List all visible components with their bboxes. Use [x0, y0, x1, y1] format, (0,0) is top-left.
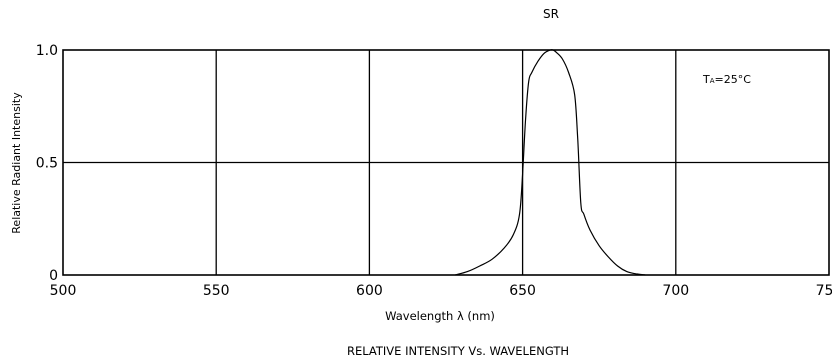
x-axis-label: Wavelength λ (nm) [385, 309, 495, 323]
series-line [455, 49, 646, 276]
chart-title: SR [543, 7, 559, 21]
x-tick-label: 600 [356, 283, 383, 299]
annotation-sub: A [710, 77, 715, 85]
x-tick-label: 750 [816, 283, 832, 299]
x-tick-labels: 500 550 600 650 700 750 [50, 283, 832, 299]
y-tick-label: 0 [49, 268, 58, 284]
y-tick-label: 0.5 [36, 156, 58, 172]
y-tick-labels: 0 0.5 1.0 [36, 43, 58, 284]
annotation-rest: =25°C [715, 73, 752, 86]
x-tick-label: 500 [50, 283, 77, 299]
chart-caption: RELATIVE INTENSITY Vs. WAVELENGTH [347, 344, 569, 358]
y-tick-label: 1.0 [36, 43, 58, 59]
temperature-annotation: TA=25°C [702, 73, 751, 86]
plot-frame [62, 49, 830, 276]
y-axis-label: Relative Radiant Intensity [10, 92, 23, 234]
gridlines [63, 50, 829, 275]
x-tick-label: 700 [662, 283, 689, 299]
x-tick-label: 550 [203, 283, 230, 299]
annotation-main: T [702, 73, 710, 86]
x-tick-label: 650 [509, 283, 536, 299]
